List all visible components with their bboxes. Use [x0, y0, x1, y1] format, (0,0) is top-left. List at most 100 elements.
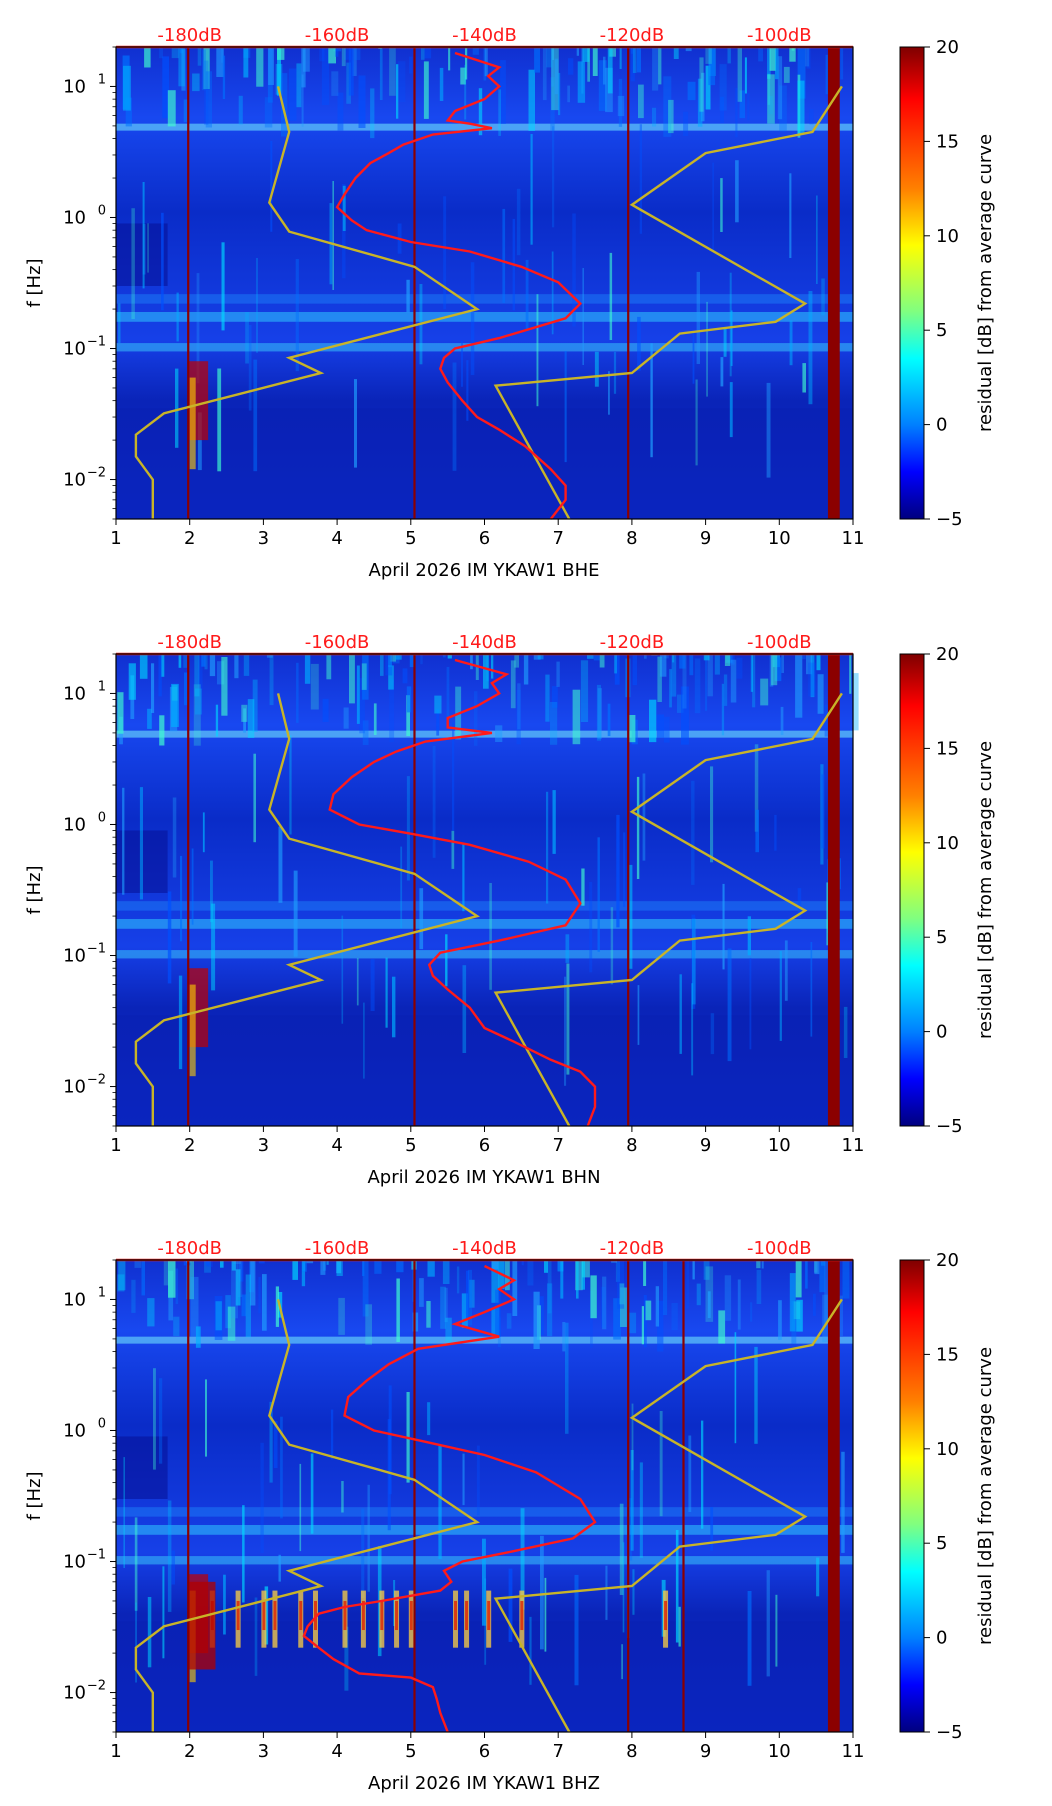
y-tick-exponent: 0 [98, 810, 106, 825]
texture-streak [335, 47, 339, 57]
y-tick-label: 10 [63, 470, 86, 491]
texture-streak [217, 661, 225, 685]
texture-streak [498, 89, 501, 136]
texture-streak [118, 1260, 126, 1291]
x-tick-label: 8 [626, 1741, 637, 1762]
texture-event [343, 1600, 347, 1631]
texture-streak [363, 1002, 365, 1079]
x-axis-label: April 2026 IM YKAW1 BHN [367, 1167, 600, 1188]
gap-marker-band [827, 47, 840, 519]
texture-streak [341, 47, 346, 67]
texture-streak [125, 97, 132, 127]
texture-streak [694, 658, 701, 714]
texture-streak [141, 1260, 145, 1296]
texture-streak [552, 47, 554, 60]
texture-streak [525, 259, 529, 331]
texture-streak [472, 47, 479, 55]
texture-streak [269, 1401, 273, 1483]
y-tick-label: 10 [63, 683, 86, 704]
db-label: -120dB [600, 632, 665, 653]
texture-streak [695, 379, 698, 466]
colorbar: 20 15 10 5 0 −5 residual [dB] from average cu… [899, 1250, 996, 1743]
texture-streak [139, 654, 148, 679]
texture-streak [572, 689, 581, 745]
x-tick-label: 7 [552, 1135, 563, 1156]
db-label: -120dB [600, 25, 665, 46]
texture-streak [191, 848, 194, 925]
texture-streak [342, 184, 346, 279]
texture-streak [643, 1294, 647, 1348]
y-axis-label: f [Hz] [24, 865, 45, 914]
x-tick-label: 10 [768, 528, 791, 549]
texture-streak [400, 846, 403, 929]
colorbar-tick-label: 5 [936, 1533, 947, 1554]
texture-streak [582, 268, 584, 365]
texture-streak [123, 65, 131, 111]
y-tick-label: 10 [63, 76, 86, 97]
texture-streak [491, 654, 494, 679]
texture-streak [552, 790, 556, 854]
texture-streak [508, 1568, 513, 1642]
texture-streak [153, 1368, 156, 1470]
texture-streak [122, 787, 125, 895]
texture-streak [175, 368, 179, 448]
texture-streak [396, 1260, 404, 1273]
texture-streak [557, 1260, 562, 1272]
texture-streak [766, 1570, 770, 1677]
x-tick-label: 4 [331, 528, 342, 549]
texture-streak [445, 934, 448, 987]
texture-band [116, 1524, 853, 1535]
colorbar-tick-label: 5 [936, 927, 947, 948]
texture-streak [756, 1269, 762, 1304]
texture-streak [201, 49, 206, 91]
texture-streak [749, 957, 752, 1050]
db-labels: -180dB -160dB -140dB -120dB -100dB [157, 25, 811, 46]
texture-streak [278, 826, 283, 903]
x-axis: 1 2 3 4 5 6 7 8 9 10 11 [110, 519, 864, 549]
texture-streak [461, 341, 463, 387]
colorbar-tick-label: 0 [936, 1022, 947, 1043]
texture-streak [607, 703, 611, 737]
texture-streak [778, 1300, 782, 1340]
texture-streak [352, 47, 357, 76]
texture-streak [754, 744, 759, 832]
texture-streak [816, 1557, 820, 1597]
texture-streak [730, 659, 737, 703]
texture-streak [470, 654, 473, 670]
texture-streak [117, 692, 124, 734]
texture-streak [374, 1260, 382, 1274]
x-tick-label: 5 [405, 1741, 416, 1762]
texture-band [116, 294, 853, 304]
texture-streak [117, 1274, 125, 1292]
texture-streak [343, 707, 349, 729]
texture-streak [692, 330, 695, 384]
texture-streak [186, 1260, 194, 1300]
texture-streak [302, 1260, 307, 1272]
x-tick-label: 11 [842, 1135, 865, 1156]
texture-streak [677, 694, 684, 713]
texture-streak [659, 1411, 663, 1517]
texture-block [116, 1015, 853, 1126]
texture-event [454, 1600, 458, 1631]
texture-streak [632, 654, 637, 686]
texture-streak [304, 654, 311, 684]
x-tick-label: 5 [405, 528, 416, 549]
db-label: -100dB [747, 632, 812, 653]
texture-streak [590, 1291, 593, 1348]
texture-streak [483, 654, 489, 689]
texture-streak [744, 57, 747, 94]
texture-streak [592, 47, 598, 76]
texture-streak [852, 673, 859, 731]
texture-streak [769, 47, 777, 71]
texture-streak [619, 47, 622, 69]
gap-markers [187, 654, 840, 1126]
texture-streak [623, 832, 626, 907]
texture-streak [442, 1260, 450, 1284]
texture-streak [178, 975, 183, 1070]
texture-streak [692, 1260, 695, 1280]
texture-streak [256, 258, 258, 353]
texture-event [465, 1600, 469, 1631]
texture-streak [727, 948, 732, 1062]
texture-streak [568, 58, 574, 75]
texture-streak [175, 1268, 179, 1305]
